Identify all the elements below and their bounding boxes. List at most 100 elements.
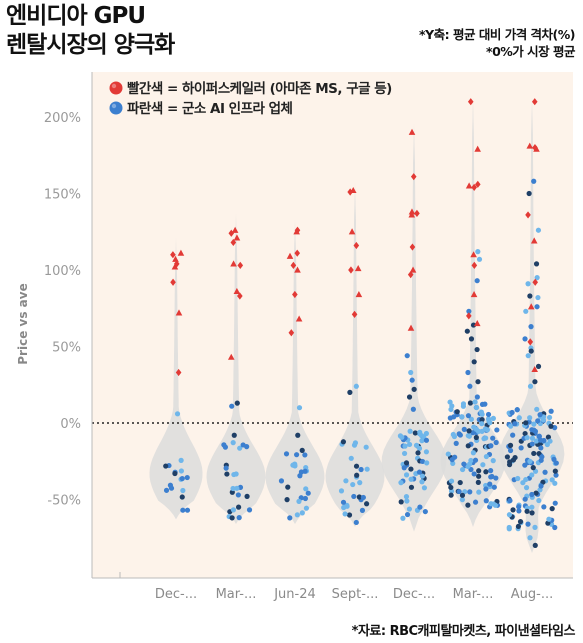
hyperscaler-point <box>407 270 414 279</box>
infra-point <box>475 428 482 434</box>
infra-point <box>535 294 541 301</box>
infra-point <box>347 389 353 395</box>
infra-point <box>356 494 362 500</box>
hyperscaler-point <box>409 243 416 251</box>
infra-point <box>302 452 308 458</box>
infra-point <box>549 477 555 483</box>
infra-point <box>285 484 291 490</box>
infra-point <box>476 256 483 262</box>
infra-point <box>363 444 369 450</box>
infra-point <box>538 483 544 489</box>
hyperscaler-point <box>466 312 472 320</box>
legend-label-1: 파란색 = 군소 AI 인프라 업체 <box>127 100 293 117</box>
infra-point <box>350 481 356 488</box>
infra-point <box>404 498 410 504</box>
infra-point <box>419 458 426 465</box>
note-line-1: *Y축: 평균 대비 가격 격차(%) <box>419 27 575 42</box>
infra-point <box>344 503 350 509</box>
infra-point <box>474 346 480 353</box>
infra-point <box>523 308 529 314</box>
infra-point <box>403 494 410 500</box>
infra-point <box>537 412 543 418</box>
infra-point <box>533 438 540 444</box>
infra-point <box>481 436 487 442</box>
infra-point <box>305 490 311 496</box>
infra-point <box>529 491 535 498</box>
infra-point <box>476 468 482 474</box>
infra-point <box>163 487 170 493</box>
infra-point <box>534 406 540 412</box>
infra-point <box>516 508 522 514</box>
x-tick-label: Aug-... <box>511 587 553 602</box>
infra-point <box>302 495 309 502</box>
infra-point <box>490 415 496 421</box>
hyperscaler-point <box>293 228 300 235</box>
infra-point <box>532 428 539 434</box>
infra-point <box>467 461 473 467</box>
infra-point <box>483 453 490 460</box>
infra-point <box>510 432 516 438</box>
infra-point <box>423 437 430 443</box>
infra-point <box>510 507 516 513</box>
infra-point <box>494 427 500 433</box>
infra-point <box>473 404 480 411</box>
infra-point <box>184 474 190 481</box>
infra-point <box>223 465 229 471</box>
hyperscaler-point <box>233 234 241 241</box>
hyperscaler-point <box>527 303 535 310</box>
infra-point <box>472 399 478 405</box>
infra-point <box>468 336 475 342</box>
infra-point <box>540 417 547 423</box>
infra-point <box>468 416 474 422</box>
infra-point <box>224 471 230 477</box>
hyperscaler-point <box>294 249 301 257</box>
infra-point <box>492 502 499 508</box>
infra-point <box>353 463 360 469</box>
infra-point <box>482 401 488 407</box>
infra-point <box>290 462 296 468</box>
infra-point <box>552 500 558 506</box>
violin-1 <box>206 213 266 524</box>
infra-point <box>449 457 455 463</box>
infra-point <box>236 515 242 521</box>
x-tick-label: Dec-... <box>393 587 435 602</box>
x-tick-label: Dec-... <box>155 587 197 602</box>
infra-point <box>398 480 404 486</box>
y-tick-label: 150% <box>44 188 81 203</box>
infra-point <box>340 499 347 505</box>
infra-point <box>460 401 467 407</box>
infra-point <box>235 492 241 498</box>
infra-point <box>230 440 236 446</box>
infra-point <box>488 468 494 474</box>
infra-point <box>523 485 530 491</box>
infra-point <box>352 440 359 446</box>
infra-point <box>354 472 360 478</box>
infra-point <box>240 442 246 448</box>
infra-point <box>506 512 513 518</box>
infra-point <box>459 497 466 503</box>
hyperscaler-point <box>407 324 415 331</box>
infra-point <box>482 426 489 432</box>
hyperscaler-point <box>467 98 474 106</box>
infra-point <box>465 369 471 376</box>
infra-point <box>459 492 466 498</box>
infra-point <box>401 450 408 457</box>
infra-point <box>536 433 542 440</box>
infra-point <box>178 457 184 463</box>
infra-point <box>408 369 414 376</box>
infra-point <box>467 383 473 389</box>
infra-point <box>402 443 408 449</box>
infra-point <box>244 493 250 499</box>
infra-point <box>526 190 532 197</box>
infra-point <box>551 456 557 462</box>
infra-point <box>534 275 540 281</box>
hyperscaler-point <box>228 229 235 237</box>
y-tick-label: 200% <box>44 111 81 126</box>
chart-notes: *Y축: 평균 대비 가격 격차(%) *0%가 시장 평균 <box>419 26 575 60</box>
infra-point <box>470 450 476 456</box>
infra-point <box>179 475 185 482</box>
infra-point <box>294 512 300 518</box>
hyperscaler-point <box>532 278 539 286</box>
infra-point <box>538 445 544 451</box>
hyperscaler-point <box>527 338 534 346</box>
